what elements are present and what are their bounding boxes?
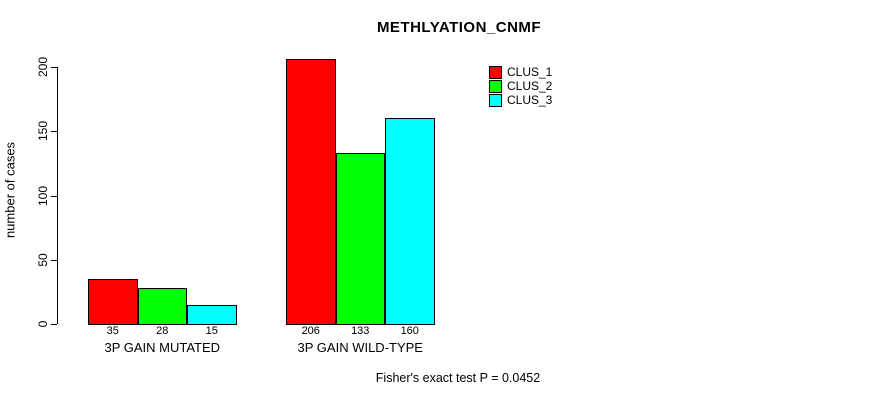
legend: CLUS_1 CLUS_2 CLUS_3 <box>489 65 552 107</box>
category-label: 3P GAIN WILD-TYPE <box>297 340 423 355</box>
bar-clus_1 <box>88 279 138 325</box>
y-axis-tick <box>51 195 57 197</box>
bar-clus_3 <box>187 304 237 325</box>
bar-value-label: 160 <box>400 325 419 337</box>
y-axis-tick <box>51 324 57 325</box>
y-axis-tick-label: 200 <box>36 56 50 78</box>
legend-label: CLUS_3 <box>507 93 553 107</box>
y-axis-tick-label: 50 <box>36 253 50 267</box>
legend-label: CLUS_1 <box>507 65 553 79</box>
bar-value-label: 28 <box>156 325 169 337</box>
y-axis-tick <box>51 131 57 133</box>
bar-clus_2 <box>335 153 385 325</box>
y-axis-label: number of cases <box>2 141 18 239</box>
legend-swatch <box>489 79 502 93</box>
y-axis-tick-label: 150 <box>36 121 50 142</box>
legend-swatch <box>489 93 502 107</box>
annotation-text: Fisher's exact test P = 0.0452 <box>375 371 541 385</box>
chart-title: METHLYATION_CNMF <box>376 19 542 36</box>
bar-value-label: 15 <box>205 325 218 337</box>
y-axis-tick <box>51 67 57 68</box>
y-axis-tick-label: 0 <box>36 320 50 328</box>
legend-item-clus_3: CLUS_3 <box>489 93 552 107</box>
bar-clus_1 <box>286 59 336 325</box>
y-axis-tick <box>51 259 57 261</box>
y-axis-tick-label: 100 <box>36 185 50 206</box>
legend-item-clus_1: CLUS_1 <box>489 65 552 79</box>
legend-label: CLUS_2 <box>507 79 553 93</box>
bar-value-label: 35 <box>106 325 119 337</box>
bar-clus_3 <box>385 118 435 325</box>
legend-swatch <box>489 65 502 79</box>
y-axis-line <box>57 67 58 324</box>
bar-clus_2 <box>137 288 187 325</box>
bar-value-label: 206 <box>301 325 320 337</box>
legend-item-clus_2: CLUS_2 <box>489 79 552 93</box>
category-label: 3P GAIN MUTATED <box>104 340 221 355</box>
bar-value-label: 133 <box>351 325 370 337</box>
